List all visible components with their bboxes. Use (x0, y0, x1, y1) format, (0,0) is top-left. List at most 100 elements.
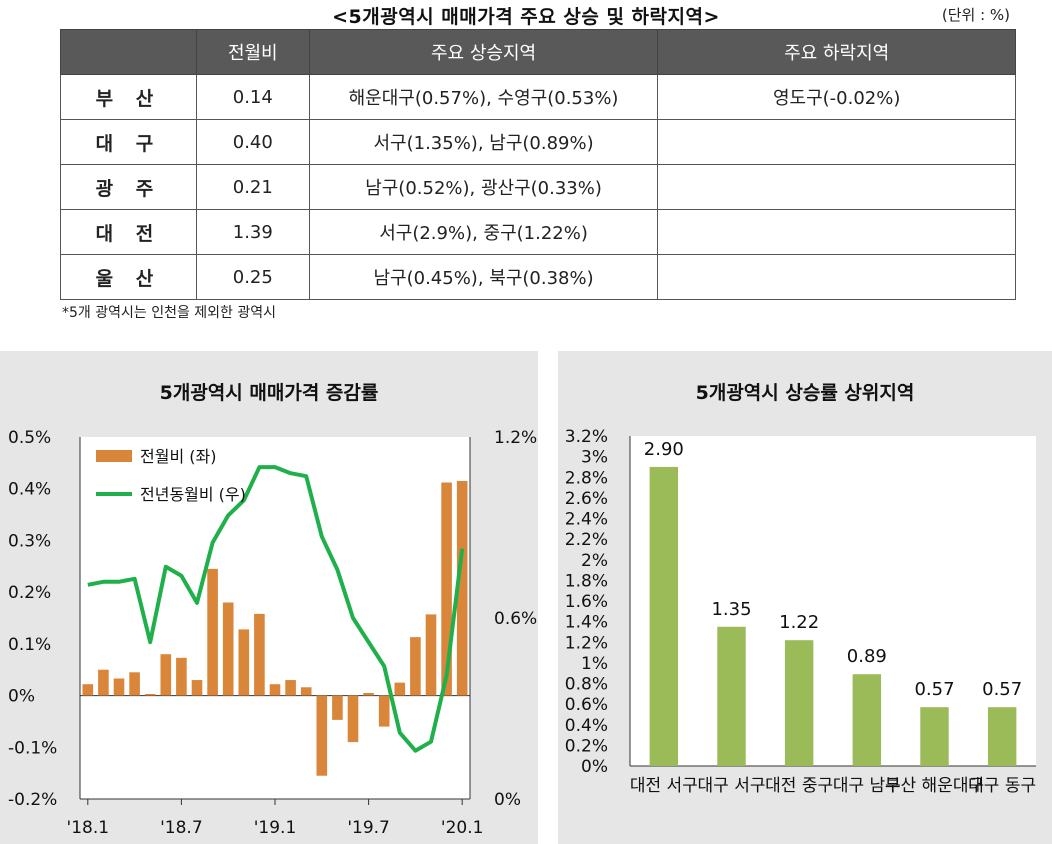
y-tick-label: 1.6% (565, 592, 608, 612)
fall-cell (657, 209, 1016, 255)
table-title: <5개광역시 매매가격 주요 상승 및 하락지역> (332, 6, 720, 28)
mom-cell: 0.25 (195, 254, 310, 300)
mom-bar (191, 680, 203, 696)
mom-bar (363, 692, 374, 696)
mom-bar (285, 680, 296, 696)
region-category-label: 대전 서구 (630, 776, 698, 796)
change-rate-chart-panel: 5개광역시 매매가격 증감률 -0.2% -0.1% 0% 0.1% 0.2% 0.3% 0.… (0, 351, 538, 844)
fall-cell (657, 164, 1016, 210)
mom-bar (160, 654, 172, 696)
mom-bar (456, 480, 468, 696)
fall-cell: 영도구(-0.02%) (657, 74, 1016, 120)
city-cell: 울 산 (60, 254, 197, 300)
table-row: 부 산 0.14 해운대구(0.57%), 수영구(0.53%) 영도구(-0.… (60, 74, 1016, 120)
legend-bar-swatch (96, 450, 132, 462)
region-value-label: 2.90 (644, 439, 684, 460)
region-bar (717, 626, 746, 766)
mom-bar (238, 629, 250, 696)
mom-bar (347, 695, 359, 743)
mom-bar (82, 684, 94, 696)
region-value-label: 1.22 (779, 612, 819, 633)
rise-cell: 서구(2.9%), 중구(1.22%) (308, 209, 659, 255)
y-tick-label: 2.4% (565, 510, 608, 530)
region-bar (649, 466, 679, 766)
region-category-label: 대구 동구 (968, 776, 1036, 796)
y-tick-label: 3.2% (565, 427, 608, 447)
x-tick-label: '20.1 (441, 818, 484, 838)
y-right-tick-label: 0% (494, 790, 521, 810)
y-tick-label: 3% (581, 448, 608, 468)
mom-bar (113, 678, 125, 696)
y-tick-label: 1.2% (565, 633, 608, 653)
y-left-tick-label: 0% (8, 687, 35, 707)
y-right-tick-label: 1.2% (494, 428, 537, 448)
y-tick-label: 1% (581, 654, 608, 674)
mom-bar (316, 695, 328, 776)
x-tick-label: '19.1 (254, 818, 297, 838)
table-row: 대 전 1.39 서구(2.9%), 중구(1.22%) (60, 209, 1016, 255)
top-regions-chart: 5개광역시 상승률 상위지역0%0.2%0.4%0.6%0.8%1%1.2%1.… (565, 382, 1036, 796)
fall-cell (657, 254, 1016, 300)
y-tick-label: 2% (581, 551, 608, 571)
table-row: 광 주 0.21 남구(0.52%), 광산구(0.33%) (60, 164, 1016, 210)
header-fall: 주요 하락지역 (657, 29, 1016, 75)
y-left-tick-label: 0.5% (8, 428, 51, 448)
mom-bar (441, 482, 452, 696)
x-tick-label: '19.7 (347, 818, 390, 838)
legend-bar-label: 전월비 (좌) (140, 447, 216, 466)
unit-label: (단위 : %) (941, 6, 1010, 24)
y-tick-label: 0.4% (565, 716, 608, 736)
region-category-label: 대구 남구 (833, 776, 901, 796)
region-bar (987, 707, 1017, 766)
chart-title: 5개광역시 상승률 상위지역 (696, 382, 915, 404)
mom-bar (394, 682, 406, 696)
y-left-tick-label: -0.1% (8, 738, 57, 758)
mom-bar (410, 637, 421, 696)
table-row: 울 산 0.25 남구(0.45%), 북구(0.38%) (60, 254, 1016, 300)
legend-line-label: 전년동월비 (우) (140, 485, 246, 504)
rise-cell: 해운대구(0.57%), 수영구(0.53%) (308, 74, 659, 120)
mom-bar (425, 614, 437, 696)
mom-bar (222, 602, 234, 696)
city-cell: 광 주 (60, 164, 197, 210)
mom-bar (378, 695, 390, 727)
region-bar (784, 640, 814, 766)
region-category-label: 대전 중구 (765, 776, 833, 796)
region-category-label: 부산 해운대구 (885, 776, 984, 796)
y-left-tick-label: 0.1% (8, 635, 51, 655)
table-row: 대 구 0.40 서구(1.35%), 남구(0.89%) (60, 119, 1016, 165)
yoy-line (87, 465, 465, 753)
change-rate-chart: 5개광역시 매매가격 증감률 -0.2% -0.1% 0% 0.1% 0.2% 0.3% 0.… (8, 382, 537, 838)
top-regions-chart-panel: 5개광역시 상승률 상위지역 0% 0.2% 0.4% 0.6% 0.8% 1% 1.2% 1.… (558, 351, 1052, 844)
y-tick-label: 2.2% (565, 530, 608, 550)
y-left-tick-label: 0.3% (8, 531, 51, 551)
plot-area (630, 436, 1036, 766)
region-value-label: 0.57 (982, 679, 1022, 700)
mom-bar (98, 669, 109, 696)
mom-bar (176, 657, 187, 696)
mom-bar (254, 613, 265, 696)
fall-cell (657, 119, 1016, 165)
region-value-label: 0.89 (847, 646, 887, 667)
y-tick-label: 0.8% (565, 675, 608, 695)
table-footnote: *5개 광역시는 인천을 제외한 광역시 (62, 305, 277, 321)
rise-cell: 남구(0.45%), 북구(0.38%) (308, 254, 659, 300)
city-cell: 부 산 (60, 74, 197, 120)
y-tick-label: 0% (581, 757, 608, 777)
y-left-tick-label: 0.2% (8, 583, 51, 603)
mom-cell: 0.40 (195, 119, 310, 165)
chart-title: 5개광역시 매매가격 증감률 (160, 382, 379, 404)
x-tick-label: '18.7 (160, 818, 203, 838)
y-left-tick-label: 0.4% (8, 480, 51, 500)
y-tick-label: 0.2% (565, 736, 608, 756)
region-value-label: 1.35 (711, 599, 751, 620)
mom-cell: 0.14 (195, 74, 310, 120)
y-tick-label: 2.8% (565, 468, 608, 488)
header-rise: 주요 상승지역 (308, 29, 659, 75)
mom-bar (300, 687, 312, 696)
mom-cell: 1.39 (195, 209, 310, 255)
mom-bar (129, 672, 140, 696)
y-left-tick-label: -0.2% (8, 790, 57, 810)
mom-bar (269, 684, 281, 696)
mom-cell: 0.21 (195, 164, 310, 210)
